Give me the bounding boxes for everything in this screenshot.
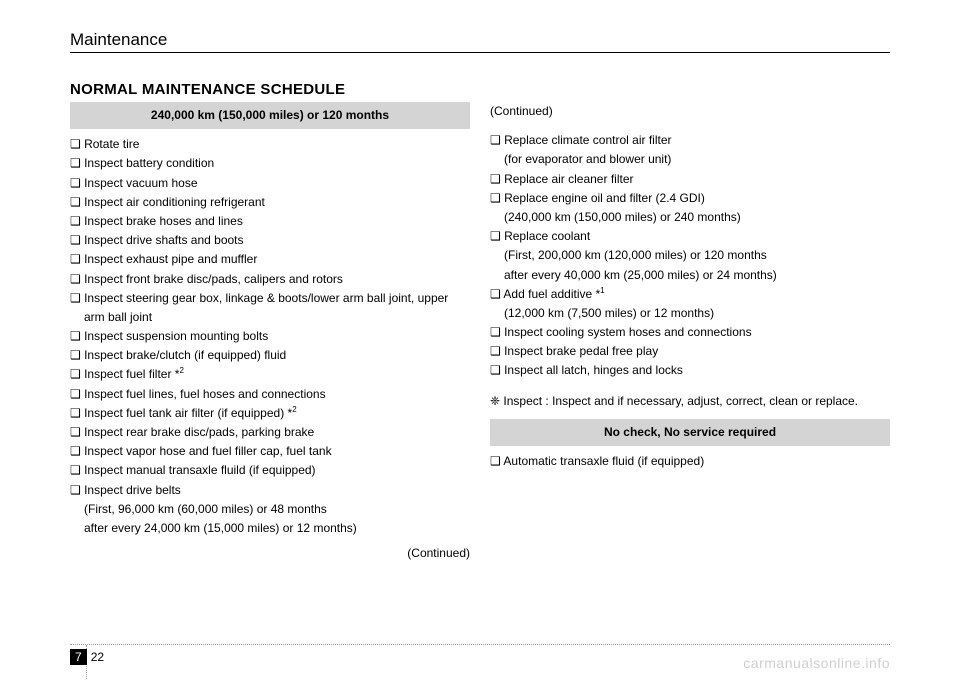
list-item: ❑ Inspect fuel tank air filter (if equip…	[70, 404, 470, 423]
list-item: ❑ Inspect steering gear box, linkage & b…	[70, 289, 470, 327]
page-header: Maintenance	[70, 30, 890, 53]
list-item: ❑ Replace climate control air filter	[490, 131, 890, 150]
list-item: ❑ Inspect rear brake disc/pads, parking …	[70, 423, 470, 442]
page-number: 7 22	[70, 649, 108, 665]
list-item: ❑ Inspect exhaust pipe and muffler	[70, 250, 470, 269]
list-item: ❑ Inspect vacuum hose	[70, 174, 470, 193]
list-item: ❑ Add fuel additive *1	[490, 285, 890, 304]
page-number-value: 22	[87, 649, 108, 665]
header-title: Maintenance	[70, 30, 167, 49]
list-item: ❑ Inspect brake pedal free play	[490, 342, 890, 361]
item-text: ❑ Inspect fuel tank air filter (if equip…	[70, 406, 292, 420]
sub-line: (for evaporator and blower unit)	[490, 150, 890, 169]
list-item: ❑ Replace air cleaner filter	[490, 170, 890, 189]
footnote-sup: 2	[179, 366, 183, 375]
list-item: ❑ Inspect brake/clutch (if equipped) flu…	[70, 346, 470, 365]
continued-top: (Continued)	[490, 102, 890, 121]
footnote-sup: 1	[600, 286, 604, 295]
no-check-bar: No check, No service required	[490, 419, 890, 446]
inspect-note: ❈ Inspect : Inspect and if necessary, ad…	[490, 391, 890, 411]
sub-line: (240,000 km (150,000 miles) or 240 month…	[490, 208, 890, 227]
watermark: carmanualsonline.info	[743, 655, 890, 671]
list-item: ❑ Inspect battery condition	[70, 154, 470, 173]
list-item: ❑ Rotate tire	[70, 135, 470, 154]
sub-line: (First, 200,000 km (120,000 miles) or 12…	[490, 246, 890, 265]
list-item: ❑ Replace engine oil and filter (2.4 GDI…	[490, 189, 890, 208]
section-title: NORMAL MAINTENANCE SCHEDULE	[70, 81, 890, 98]
list-item: ❑ Inspect brake hoses and lines	[70, 212, 470, 231]
list-item: ❑ Inspect suspension mounting bolts	[70, 327, 470, 346]
section-number: 7	[70, 649, 87, 665]
list-item: ❑ Inspect cooling system hoses and conne…	[490, 323, 890, 342]
content-columns: 240,000 km (150,000 miles) or 120 months…	[70, 102, 890, 563]
sub-line: (First, 96,000 km (60,000 miles) or 48 m…	[70, 500, 470, 519]
list-item: ❑ Inspect vapor hose and fuel filler cap…	[70, 442, 470, 461]
list-item: ❑ Inspect manual transaxle fluild (if eq…	[70, 461, 470, 480]
list-item: ❑ Automatic transaxle fluid (if equipped…	[490, 452, 890, 471]
list-item: ❑ Inspect front brake disc/pads, caliper…	[70, 270, 470, 289]
item-text: ❑ Add fuel additive *	[490, 287, 600, 301]
list-item: ❑ Inspect air conditioning refrigerant	[70, 193, 470, 212]
list-item: ❑ Inspect all latch, hinges and locks	[490, 361, 890, 380]
continued-label: (Continued)	[70, 544, 470, 563]
list-item: ❑ Replace coolant	[490, 227, 890, 246]
item-text: ❑ Inspect fuel filter *	[70, 367, 179, 381]
interval-bar: 240,000 km (150,000 miles) or 120 months	[70, 102, 470, 129]
sub-line: after every 40,000 km (25,000 miles) or …	[490, 266, 890, 285]
left-column: 240,000 km (150,000 miles) or 120 months…	[70, 102, 470, 563]
list-item: ❑ Inspect drive shafts and boots	[70, 231, 470, 250]
sub-line: after every 24,000 km (15,000 miles) or …	[70, 519, 470, 538]
right-column: (Continued) ❑ Replace climate control ai…	[490, 102, 890, 563]
list-item: ❑ Inspect fuel filter *2	[70, 365, 470, 384]
sub-line: (12,000 km (7,500 miles) or 12 months)	[490, 304, 890, 323]
list-item: ❑ Inspect fuel lines, fuel hoses and con…	[70, 385, 470, 404]
dotted-divider	[70, 644, 890, 645]
list-item: ❑ Inspect drive belts	[70, 481, 470, 500]
footnote-sup: 2	[292, 405, 296, 414]
